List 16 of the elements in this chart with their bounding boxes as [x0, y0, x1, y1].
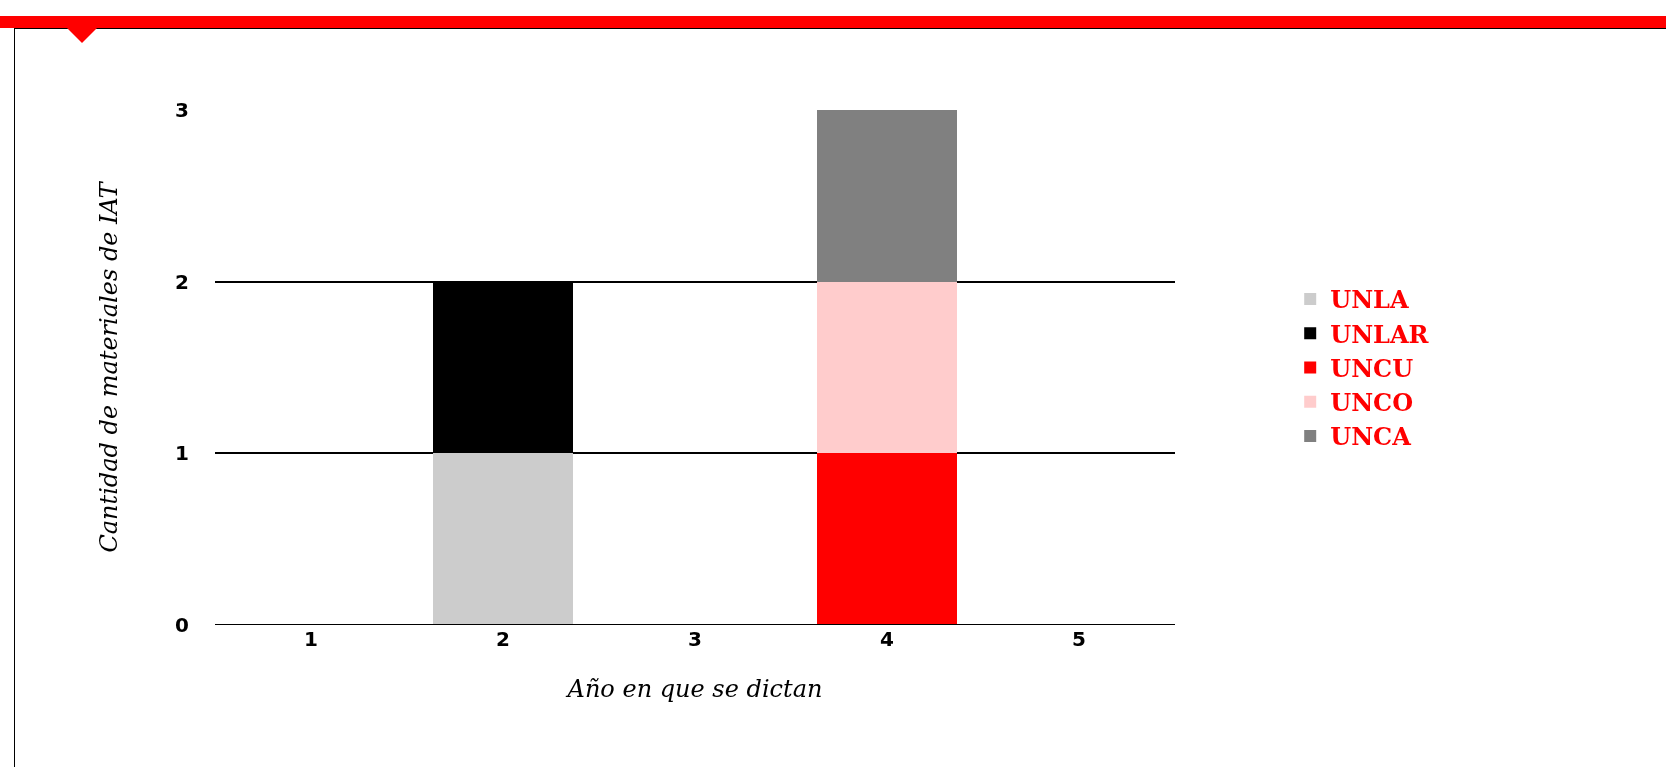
x-tick-label: 4	[880, 627, 894, 651]
x-axis-title: Año en que se dictan	[565, 675, 823, 704]
legend-label: UNLAR	[1330, 319, 1430, 349]
legend-label: UNCO	[1330, 388, 1414, 418]
x-tick-label: 1	[304, 627, 318, 651]
legend-label: UNLA	[1330, 285, 1409, 315]
y-axis-title: Cantidad de materiales de IAT	[95, 180, 124, 553]
y-tick-label: 3	[175, 98, 189, 122]
x-tick-label: 5	[1072, 627, 1086, 651]
x-tick-label: 2	[496, 627, 510, 651]
y-tick-label: 2	[175, 269, 189, 294]
legend-label: UNCA	[1330, 422, 1412, 452]
y-tick-label: 0	[175, 613, 189, 637]
y-tick-label: 1	[175, 441, 189, 466]
x-tick-label: 3	[688, 627, 702, 651]
legend-label: UNCU	[1330, 353, 1414, 383]
